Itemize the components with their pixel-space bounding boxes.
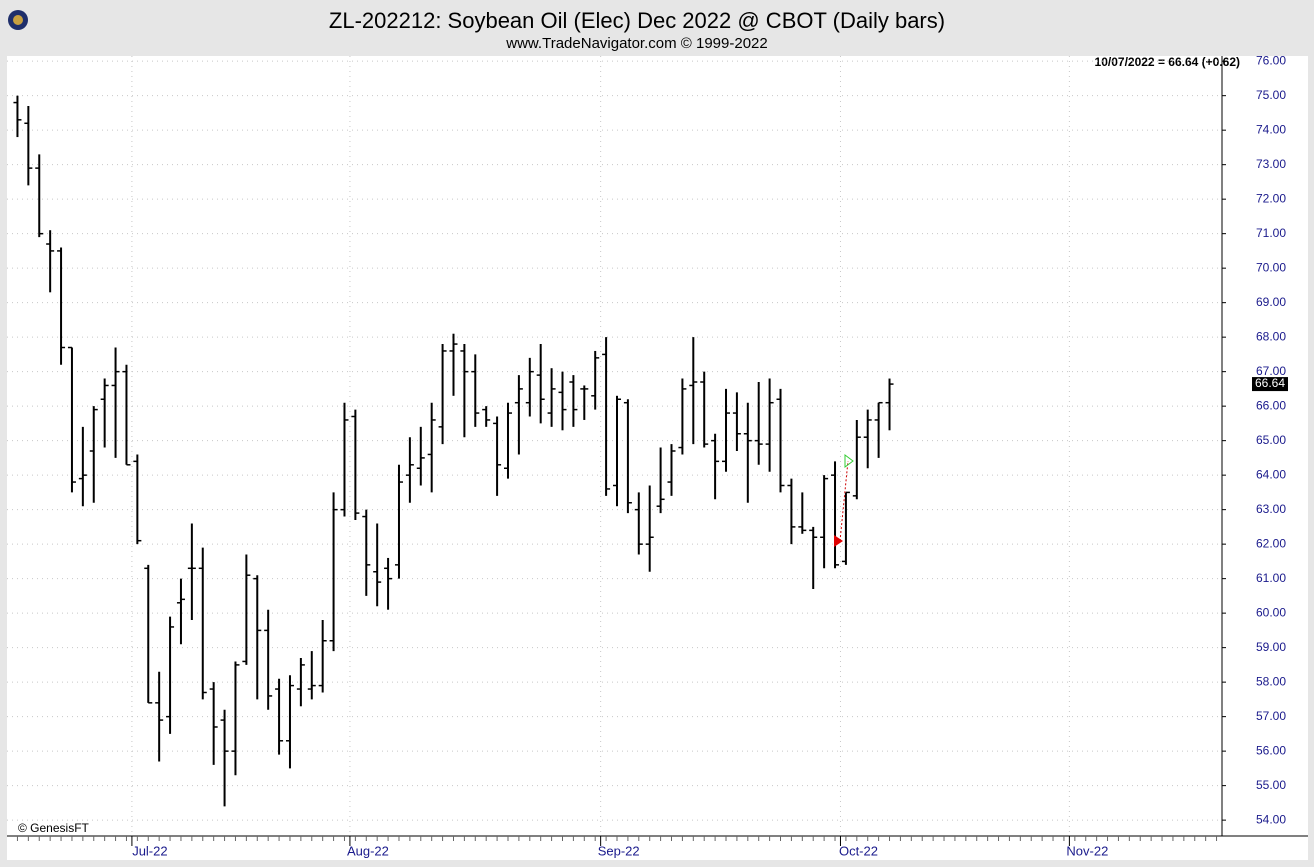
y-tick-label: 67.00 bbox=[1256, 364, 1286, 378]
y-tick-label: 72.00 bbox=[1256, 191, 1286, 205]
x-tick-label: Jul-22 bbox=[132, 843, 167, 858]
y-tick-label: 76.00 bbox=[1256, 53, 1286, 67]
x-tick-label: Nov-22 bbox=[1066, 843, 1108, 858]
y-tick-label: 58.00 bbox=[1256, 674, 1286, 688]
y-tick-label: 59.00 bbox=[1256, 640, 1286, 654]
y-tick-label: 62.00 bbox=[1256, 536, 1286, 550]
price-readout: 10/07/2022 = 66.64 (+0.62) bbox=[1095, 55, 1240, 69]
chart-panel bbox=[7, 56, 1308, 860]
y-tick-label: 68.00 bbox=[1256, 329, 1286, 343]
buy-marker bbox=[844, 454, 854, 468]
y-tick-label: 73.00 bbox=[1256, 157, 1286, 171]
y-tick-label: 64.00 bbox=[1256, 467, 1286, 481]
logo bbox=[8, 10, 28, 30]
y-tick-label: 55.00 bbox=[1256, 778, 1286, 792]
grid bbox=[7, 56, 1222, 836]
x-tick-label: Oct-22 bbox=[839, 843, 878, 858]
y-tick-label: 61.00 bbox=[1256, 571, 1286, 585]
y-tick-label: 74.00 bbox=[1256, 122, 1286, 136]
y-tick-label: 71.00 bbox=[1256, 226, 1286, 240]
watermark: © GenesisFT bbox=[18, 821, 90, 835]
y-tick-label: 70.00 bbox=[1256, 260, 1286, 274]
signal-markers bbox=[834, 454, 854, 547]
y-tick-label: 65.00 bbox=[1256, 433, 1286, 447]
y-tick-label: 75.00 bbox=[1256, 88, 1286, 102]
y-tick-label: 60.00 bbox=[1256, 605, 1286, 619]
y-tick-label: 66.00 bbox=[1256, 398, 1286, 412]
y-tick-label: 63.00 bbox=[1256, 502, 1286, 516]
chart-title: ZL-202212: Soybean Oil (Elec) Dec 2022 @… bbox=[329, 8, 945, 33]
signal-line bbox=[839, 460, 849, 542]
sell-marker bbox=[834, 535, 843, 547]
y-tick-label: 54.00 bbox=[1256, 812, 1286, 826]
chart-subtitle: www.TradeNavigator.com © 1999-2022 bbox=[505, 35, 767, 52]
bars bbox=[13, 95, 894, 807]
y-tick-label: 69.00 bbox=[1256, 295, 1286, 309]
x-tick-label: Sep-22 bbox=[598, 843, 640, 858]
last-price-label: 66.64 bbox=[1255, 376, 1285, 390]
y-tick-label: 56.00 bbox=[1256, 743, 1286, 757]
x-tick-label: Aug-22 bbox=[347, 843, 389, 858]
y-tick-label: 57.00 bbox=[1256, 709, 1286, 723]
last-price-box bbox=[1252, 377, 1288, 392]
